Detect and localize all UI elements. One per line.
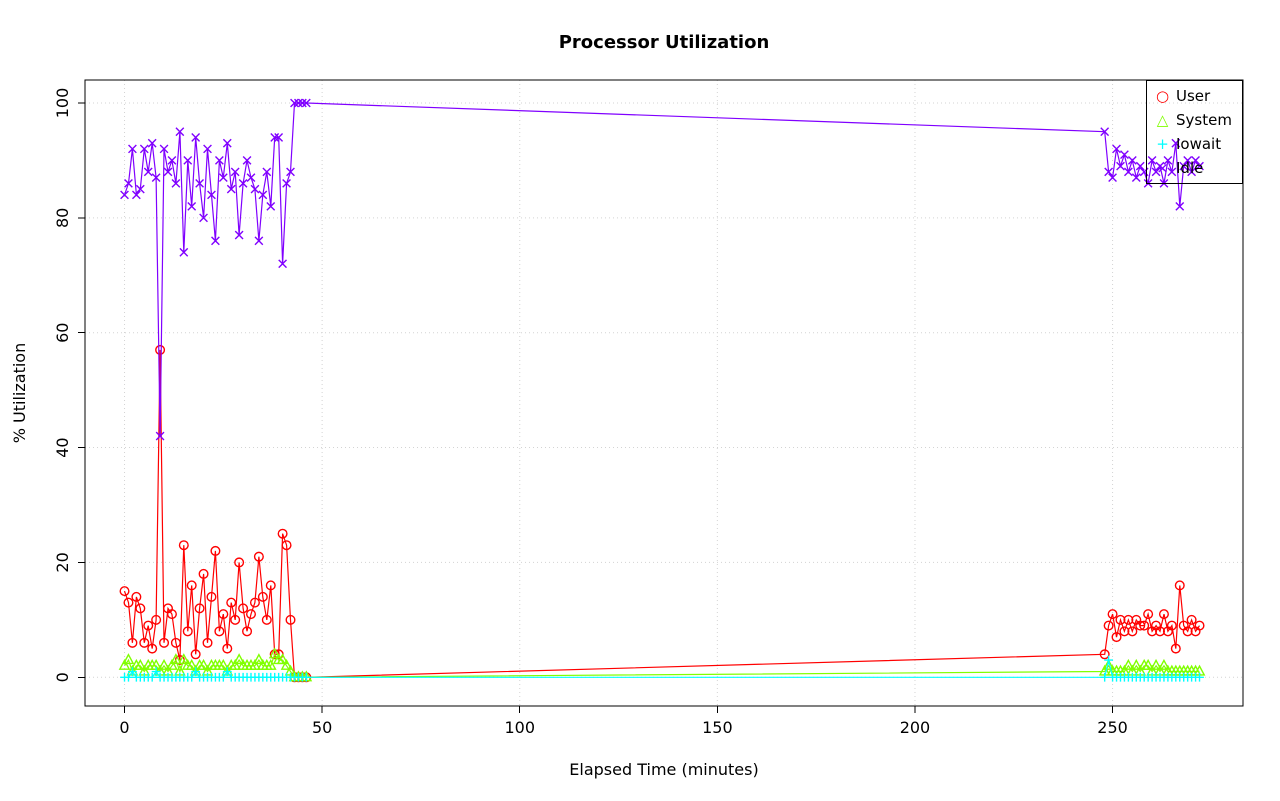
svg-text:50: 50 <box>312 718 332 737</box>
legend-item-system: △ System <box>1147 108 1242 132</box>
legend-item-idle: × Idle <box>1147 156 1242 180</box>
series-system <box>118 647 1206 682</box>
axes <box>78 79 1244 713</box>
legend-label: Iowait <box>1176 135 1222 153</box>
iowait-series-marker-icon: + <box>1156 134 1169 153</box>
svg-text:80: 80 <box>53 208 72 228</box>
tick-labels: 0 50 100 150 200 250 0 20 40 60 80 100 <box>53 88 1128 737</box>
legend-label: Idle <box>1176 159 1204 177</box>
x-axis-label: Elapsed Time (minutes) <box>569 760 759 779</box>
svg-text:20: 20 <box>53 552 72 572</box>
legend: ○ User △ System + Iowait × Idle <box>1146 80 1243 184</box>
series-user <box>119 344 1205 683</box>
series-idle <box>120 98 1204 441</box>
svg-text:60: 60 <box>53 323 72 343</box>
svg-text:0: 0 <box>119 718 129 737</box>
chart-title: Processor Utilization <box>558 32 770 53</box>
legend-item-iowait: + Iowait <box>1147 132 1242 156</box>
legend-item-user: ○ User <box>1147 84 1242 108</box>
idle-series-marker-icon: × <box>1156 158 1169 177</box>
series-group <box>118 98 1206 683</box>
svg-text:40: 40 <box>53 437 72 457</box>
svg-text:150: 150 <box>702 718 733 737</box>
gridlines <box>85 80 1243 706</box>
svg-text:200: 200 <box>900 718 931 737</box>
legend-label: System <box>1176 111 1232 129</box>
svg-text:100: 100 <box>53 88 72 119</box>
y-axis-label: % Utilization <box>10 342 29 444</box>
svg-text:100: 100 <box>504 718 535 737</box>
series-iowait <box>120 655 1204 682</box>
legend-label: User <box>1176 87 1211 105</box>
user-series-marker-icon: ○ <box>1155 86 1170 105</box>
svg-text:0: 0 <box>53 672 72 682</box>
svg-text:250: 250 <box>1097 718 1128 737</box>
system-series-marker-icon: △ <box>1156 110 1169 129</box>
